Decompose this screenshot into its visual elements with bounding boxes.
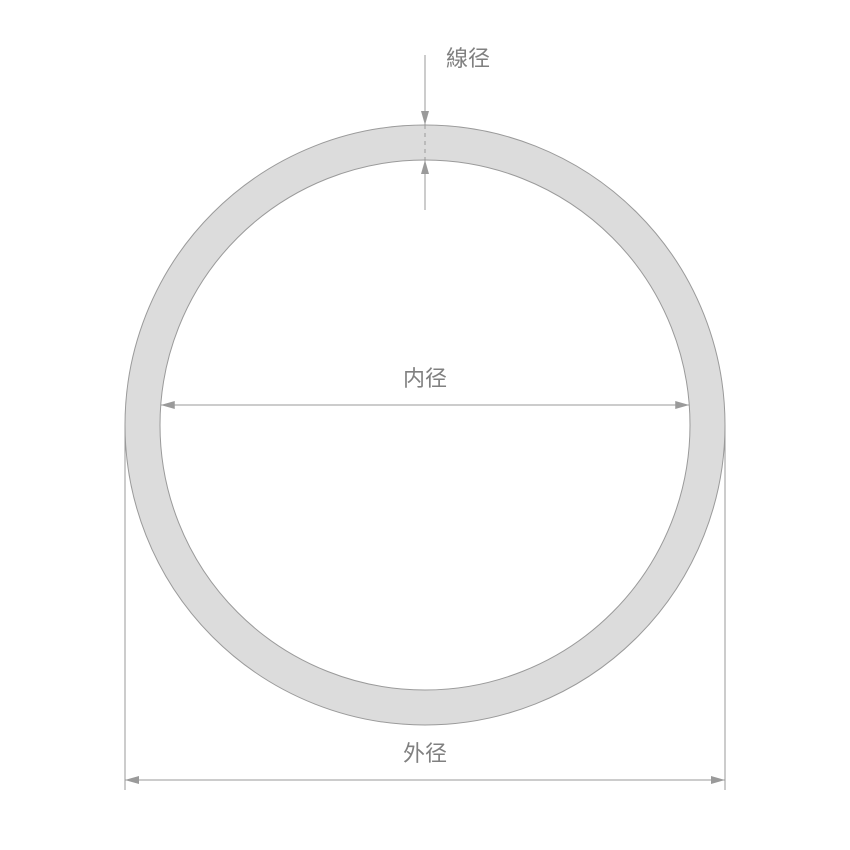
arrowhead — [421, 111, 429, 125]
arrowhead — [125, 776, 139, 784]
arrowhead — [711, 776, 725, 784]
outer-diameter-label: 外径 — [403, 741, 447, 766]
arrowhead — [421, 160, 429, 174]
arrowhead — [161, 401, 175, 409]
inner-diameter-label: 内径 — [403, 366, 447, 391]
arrowhead — [675, 401, 689, 409]
ring-annulus — [125, 125, 725, 725]
wire-diameter-label: 線径 — [446, 46, 490, 71]
